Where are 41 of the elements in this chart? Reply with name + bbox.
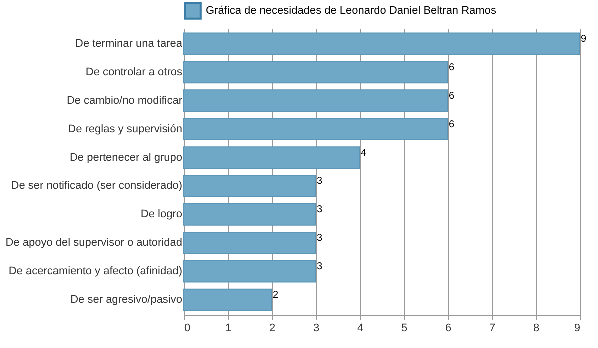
bar [184, 204, 316, 226]
x-tick-label: 4 [357, 322, 364, 334]
x-tick-label: 9 [574, 322, 580, 334]
data-label: 3 [317, 176, 323, 188]
y-tick-label: De terminar una tarea [76, 38, 184, 50]
x-tick-label: 3 [313, 322, 320, 334]
x-tick-label: 2 [269, 322, 276, 334]
y-tick-label: De ser agresivo/pasivo [70, 294, 182, 306]
data-label: 2 [273, 290, 279, 302]
y-tick-label: De ser notificado (ser considerado) [11, 180, 182, 192]
y-tick-label: De controlar a otros [86, 66, 183, 78]
bar [184, 260, 316, 283]
x-tick-label: 8 [533, 322, 540, 334]
data-label: 6 [449, 62, 455, 74]
bar [184, 32, 580, 56]
legend-label: Gráfica de necesidades de Leonardo Daniel Beltran Ramos [206, 5, 497, 17]
data-label: 9 [581, 34, 587, 45]
y-tick-label: De cambio/no modificar [66, 94, 183, 107]
y-tick-label: De apoyo del supervisor o autoridad [6, 237, 182, 250]
bar [184, 118, 448, 140]
x-tick-label: 0 [184, 322, 191, 334]
y-tick-label: De logro [140, 208, 182, 221]
data-label: 6 [449, 119, 455, 130]
y-tick-label: De pertenecer al grupo [70, 152, 182, 164]
bar [184, 90, 448, 112]
x-tick-label: 7 [489, 322, 496, 334]
bar [184, 175, 316, 198]
data-label: 3 [317, 204, 323, 216]
y-tick-label: De reglas y supervisión [68, 123, 182, 136]
data-label: 6 [449, 90, 455, 102]
bar [184, 61, 448, 84]
bar [184, 288, 272, 312]
y-tick-label: De acercamiento y afecto (afinidad) [8, 266, 182, 278]
x-tick-label: 5 [401, 322, 408, 334]
bar [184, 146, 360, 169]
data-label: 3 [317, 233, 323, 244]
data-label: 3 [317, 262, 323, 273]
data-label: 4 [361, 148, 367, 159]
bar [184, 232, 316, 254]
x-tick-label: 1 [225, 322, 232, 334]
x-tick-label: 6 [445, 322, 452, 334]
